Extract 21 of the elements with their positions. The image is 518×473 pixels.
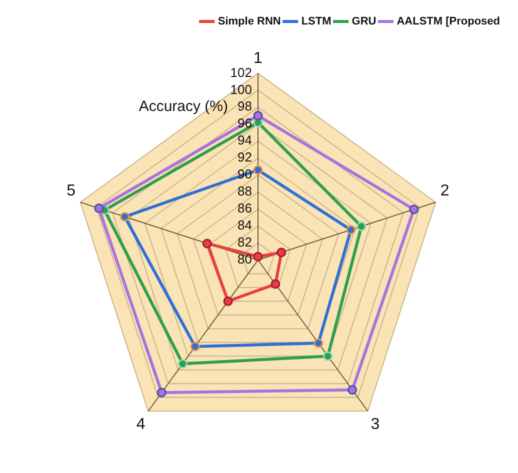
legend-label: GRU [352,16,376,28]
y-tick-label: 92 [238,150,252,165]
spoke-label: 1 [254,50,263,68]
y-tick-label: 84 [238,218,252,233]
y-tick-label: 82 [238,234,252,250]
text: Accuracy (%) [138,98,228,115]
y-tick-label: 94 [238,132,252,148]
y-tick-label: 102 [230,64,252,80]
spoke-label: 3 [370,416,380,434]
legend-label: LSTM [301,16,332,28]
spoke-label: 4 [136,416,146,434]
y-tick-label: 88 [238,184,252,199]
legend-label: AALSTM [Proposed [396,16,500,28]
y-tick-label: 80 [238,252,252,267]
spoke-label: 5 [66,182,76,200]
y-tick-label: 86 [238,200,252,216]
y-tick-label: 100 [230,82,252,97]
y-tick-label: 98 [238,98,252,114]
spoke-label: 2 [440,182,450,200]
y-tick-label: 96 [238,116,252,131]
legend-label: Simple RNN [218,16,281,28]
